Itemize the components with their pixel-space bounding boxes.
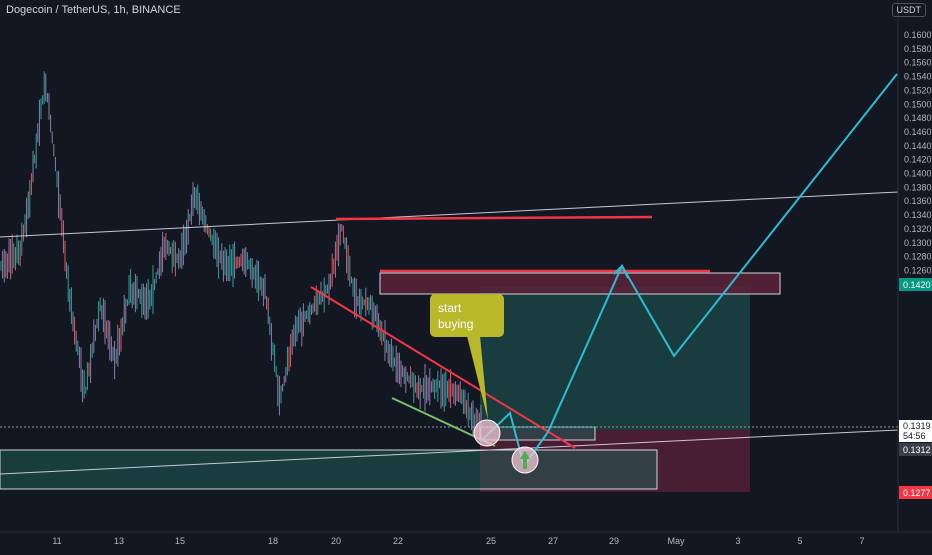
callout-line-2: buying <box>438 317 473 331</box>
price-tick-label: 0.1600 <box>904 30 932 40</box>
candles-layer <box>0 71 482 446</box>
price-tick-label: 0.1460 <box>904 127 932 137</box>
time-axis[interactable]: 11 13 15 18 20 22 25 27 29 May 3 5 7 <box>52 536 864 546</box>
descending-trendline[interactable] <box>310 286 576 449</box>
countdown-tag: 54:56 <box>903 431 926 441</box>
currency-button[interactable]: USDT <box>891 3 926 17</box>
price-tag-1277-bg <box>899 486 932 499</box>
price-tag-1312-bg <box>899 443 932 456</box>
resistance-line-top[interactable] <box>335 215 653 221</box>
callout-box[interactable] <box>430 294 504 337</box>
price-axis[interactable]: 0.1260 0.1280 0.1300 0.1320 0.1340 0.1360 0.13… <box>904 30 932 275</box>
time-tick-label: 20 <box>331 536 341 546</box>
price-tick-label: 0.1360 <box>904 196 932 206</box>
time-tick-label: 5 <box>797 536 802 546</box>
symbol-title[interactable]: Dogecoin / TetherUS, 1h, BINANCE <box>6 4 181 16</box>
lower-trendline[interactable] <box>0 429 899 475</box>
price-tick-label: 0.1500 <box>904 99 932 109</box>
upper-trendline[interactable] <box>0 191 899 238</box>
price-tick-label: 0.1480 <box>904 113 932 123</box>
price-tag-1277: 0.1277 <box>903 488 931 498</box>
price-tick-label: 0.1300 <box>904 238 932 248</box>
price-tick-label: 0.1440 <box>904 141 932 151</box>
time-tick-label: 7 <box>859 536 864 546</box>
projection-path[interactable] <box>481 73 898 469</box>
price-tick-label: 0.1540 <box>904 72 932 82</box>
price-tick-label: 0.1560 <box>904 58 932 68</box>
time-tick-label: 25 <box>486 536 496 546</box>
price-tick-label: 0.1260 <box>904 265 932 275</box>
price-tick-label: 0.1380 <box>904 182 932 192</box>
price-tick-label: 0.1400 <box>904 169 932 179</box>
price-tag-1420: 0.1420 <box>903 280 931 290</box>
callout-pointer <box>467 336 488 420</box>
current-price-tag-bg <box>899 420 932 442</box>
entry-marker-circle[interactable] <box>473 419 501 447</box>
time-tick-label: 22 <box>393 536 403 546</box>
price-tag-1420-bg <box>899 278 932 291</box>
time-tick-label: 11 <box>52 536 61 546</box>
price-tick-label: 0.1520 <box>904 85 932 95</box>
price-tick-label: 0.1580 <box>904 44 932 54</box>
time-tick-label: 15 <box>175 536 185 546</box>
price-tick-label: 0.1340 <box>904 210 932 220</box>
callout-line-1: start <box>438 301 462 315</box>
time-tick-label: 29 <box>609 536 619 546</box>
current-price-tag: 0.1319 <box>903 421 931 431</box>
supply-zone[interactable] <box>379 272 781 295</box>
up-arrow-icon <box>520 451 530 469</box>
time-tick-label: 18 <box>268 536 278 546</box>
long-profit-zone[interactable] <box>480 287 750 430</box>
demand-zone[interactable] <box>0 449 658 490</box>
price-tick-label: 0.1320 <box>904 224 932 234</box>
time-tick-label: 27 <box>548 536 558 546</box>
time-tick-label: 3 <box>735 536 740 546</box>
price-tag-1312: 0.1312 <box>903 445 931 455</box>
price-tick-label: 0.1420 <box>904 155 932 165</box>
price-tick-label: 0.1280 <box>904 252 932 262</box>
time-tick-label: May <box>667 536 685 546</box>
projection-arrowhead <box>613 264 629 279</box>
time-tick-label: 13 <box>114 536 124 546</box>
